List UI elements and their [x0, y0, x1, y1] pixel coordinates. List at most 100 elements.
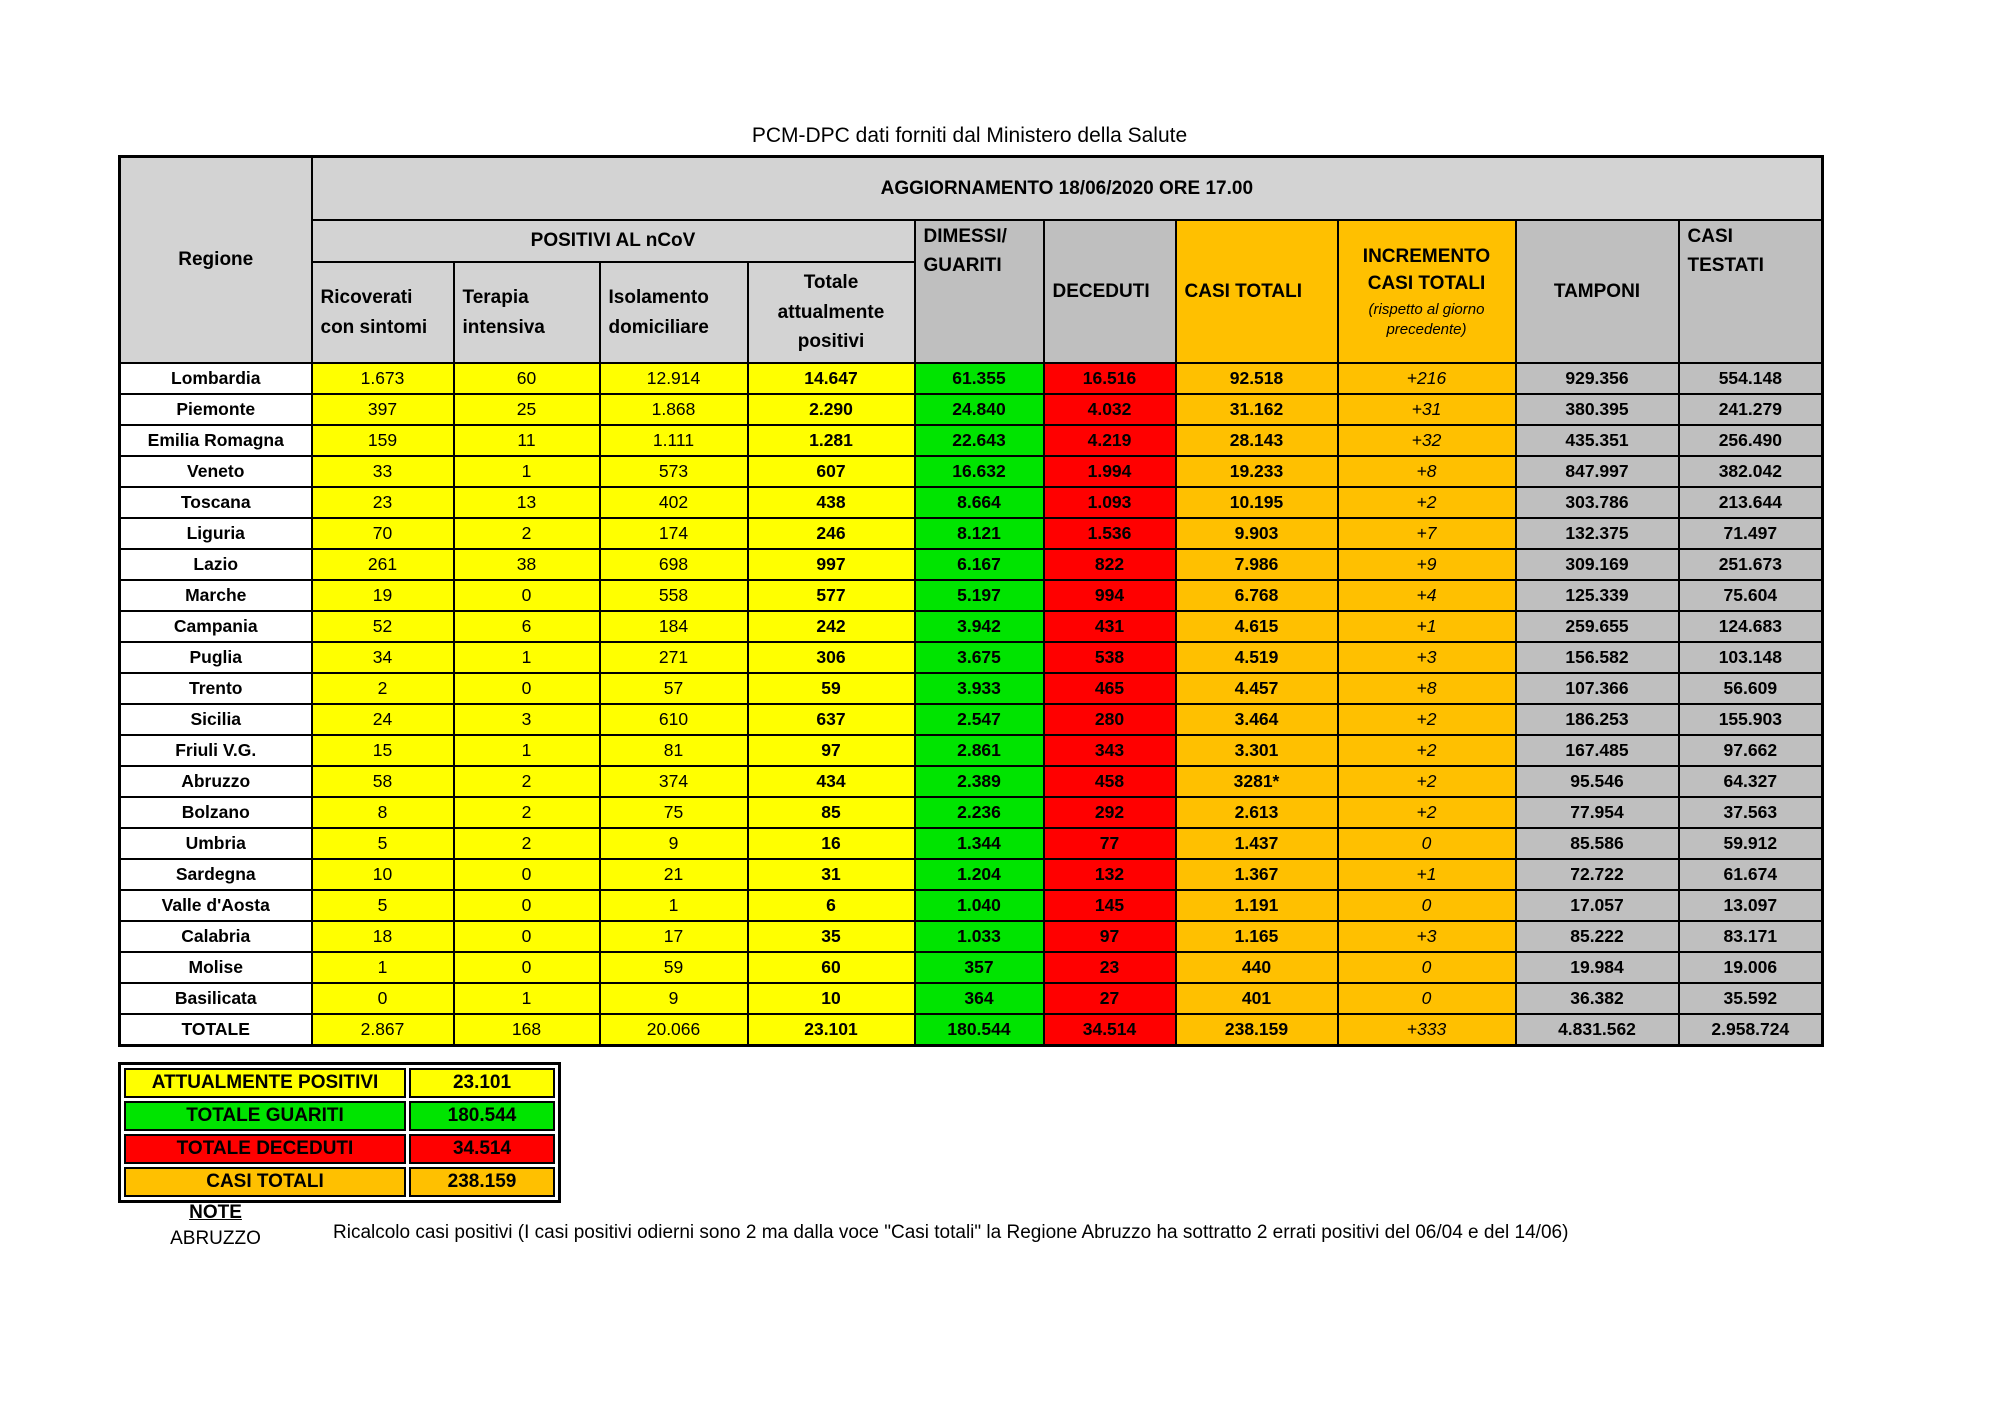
summary-row: ATTUALMENTE POSITIVI 23.101 [124, 1068, 555, 1098]
isolamento-cell: 271 [598, 641, 749, 674]
summary-table-body: ATTUALMENTE POSITIVI 23.101 TOTALE GUARITI… [124, 1068, 555, 1197]
region-row: Umbria 5 2 9 16 1.344 77 1.437 0 85.586 59.912 [118, 827, 1824, 860]
dimessi-guariti-cell: 1.204 [913, 858, 1045, 891]
incremento-cell: +32 [1336, 424, 1517, 457]
dimessi-guariti-cell: 6.167 [913, 548, 1045, 581]
terapia-intensiva-cell: 2 [452, 827, 601, 860]
dimessi-guariti-cell: 357 [913, 951, 1045, 984]
ricoverati-cell: 33 [310, 455, 455, 488]
incremento-cell: 0 [1336, 982, 1517, 1015]
header-row-sub: Ricoverati con sintomi Terapia intensiva… [120, 261, 1823, 364]
deceduti-cell: 97 [1042, 920, 1177, 953]
region-name-cell: Sardegna [118, 858, 313, 891]
region-row: Sicilia 24 3 610 637 2.547 280 3.464 +2 186.253 15… [118, 703, 1824, 736]
incremento-cell: +1 [1336, 610, 1517, 643]
attualmente-positivi-cell: 306 [746, 641, 916, 674]
region-name-cell: Molise [118, 951, 313, 984]
casi-testati-cell: 155.903 [1677, 703, 1824, 736]
ricoverati-cell: 2 [310, 672, 455, 705]
terapia-header: Terapia intensiva [452, 261, 601, 364]
region-row: Bolzano 8 2 75 85 2.236 292 2.613 +2 77.954 37.563 [118, 796, 1824, 829]
incremento-cell: +2 [1336, 765, 1517, 798]
attualmente-positivi-cell: 997 [746, 548, 916, 581]
casi-totali-cell: 3281* [1174, 765, 1339, 798]
casi-testati-cell: 241.279 [1677, 393, 1824, 426]
dimessi-guariti-cell: 364 [913, 982, 1045, 1015]
region-row: Calabria 18 0 17 35 1.033 97 1.165 +3 85.222 83.17… [118, 920, 1824, 953]
tamponi-cell: 167.485 [1514, 734, 1680, 767]
casi-testati-header: CASI TESTATI [1677, 219, 1824, 364]
dimessi-guariti-cell: 2.236 [913, 796, 1045, 829]
summary-value: 180.544 [409, 1101, 555, 1131]
regione-column-header: Regione [118, 155, 313, 364]
region-name-cell: Friuli V.G. [118, 734, 313, 767]
casi-testati-cell: 13.097 [1677, 889, 1824, 922]
casi-totali-cell: 4.457 [1174, 672, 1339, 705]
summary-table: ATTUALMENTE POSITIVI 23.101 TOTALE GUARITI… [118, 1062, 561, 1203]
casi-totali-cell: 238.159 [1174, 1013, 1339, 1047]
incremento-title: INCREMENTO CASI TOTALI [1362, 245, 1491, 295]
region-name-cell: Puglia [118, 641, 313, 674]
region-row: Abruzzo 58 2 374 434 2.389 458 3281* +2 95.546 64.… [118, 765, 1824, 798]
region-row: Lazio 261 38 698 997 6.167 822 7.986 +9 309.169 25… [118, 548, 1824, 581]
casi-testati-cell: 2.958.724 [1677, 1013, 1824, 1047]
incremento-cell: +2 [1336, 486, 1517, 519]
incremento-header: INCREMENTO CASI TOTALI (rispetto al gior… [1336, 219, 1517, 364]
casi-totali-cell: 31.162 [1174, 393, 1339, 426]
region-table-body: Lombardia 1.673 60 12.914 14.647 61.355 16.516… [118, 362, 1824, 1047]
isolamento-cell: 174 [598, 517, 749, 550]
tamponi-cell: 85.586 [1514, 827, 1680, 860]
attualmente-positivi-cell: 434 [746, 765, 916, 798]
ricoverati-cell: 52 [310, 610, 455, 643]
attualmente-positivi-cell: 85 [746, 796, 916, 829]
region-row: Friuli V.G. 15 1 81 97 2.861 343 3.301 +2 167.485… [118, 734, 1824, 767]
tamponi-cell: 380.395 [1514, 393, 1680, 426]
region-name-cell: Sicilia [118, 703, 313, 736]
attualmente-positivi-cell: 246 [746, 517, 916, 550]
casi-totali-cell: 92.518 [1174, 362, 1339, 395]
isolamento-cell: 9 [598, 982, 749, 1015]
tamponi-cell: 19.984 [1514, 951, 1680, 984]
incremento-cell: +3 [1336, 641, 1517, 674]
attualmente-positivi-cell: 97 [746, 734, 916, 767]
region-row: Toscana 23 13 402 438 8.664 1.093 10.195 +2 303.7… [118, 486, 1824, 519]
tamponi-cell: 107.366 [1514, 672, 1680, 705]
casi-testati-cell: 59.912 [1677, 827, 1824, 860]
incremento-cell: 0 [1336, 951, 1517, 984]
incremento-cell: +8 [1336, 672, 1517, 705]
dimessi-guariti-cell: 5.197 [913, 579, 1045, 612]
dimessi-guariti-cell: 8.664 [913, 486, 1045, 519]
summary-label: CASI TOTALI [124, 1167, 406, 1197]
dimessi-guariti-cell: 180.544 [913, 1013, 1045, 1047]
deceduti-cell: 822 [1042, 548, 1177, 581]
deceduti-cell: 431 [1042, 610, 1177, 643]
deceduti-cell: 77 [1042, 827, 1177, 860]
region-name-cell: Trento [118, 672, 313, 705]
casi-totali-cell: 4.519 [1174, 641, 1339, 674]
region-name-cell: Bolzano [118, 796, 313, 829]
region-row: Liguria 70 2 174 246 8.121 1.536 9.903 +7 132.375… [118, 517, 1824, 550]
attualmente-positivi-cell: 242 [746, 610, 916, 643]
casi-totali-cell: 1.191 [1174, 889, 1339, 922]
tamponi-cell: 929.356 [1514, 362, 1680, 395]
deceduti-cell: 1.536 [1042, 517, 1177, 550]
region-name-cell: Piemonte [118, 393, 313, 426]
terapia-intensiva-cell: 60 [452, 362, 601, 395]
ricoverati-cell: 0 [310, 982, 455, 1015]
region-row: Emilia Romagna 159 11 1.111 1.281 22.643 4.219… [118, 424, 1824, 457]
incremento-cell: 0 [1336, 827, 1517, 860]
deceduti-cell: 1.093 [1042, 486, 1177, 519]
region-row: Campania 52 6 184 242 3.942 431 4.615 +1 259.655 1… [118, 610, 1824, 643]
region-row: Molise 1 0 59 60 357 23 440 0 19.984 19.006 [118, 951, 1824, 984]
dimessi-guariti-cell: 2.547 [913, 703, 1045, 736]
ricoverati-cell: 19 [310, 579, 455, 612]
summary-label: TOTALE DECEDUTI [124, 1134, 406, 1164]
ricoverati-cell: 70 [310, 517, 455, 550]
casi-totali-cell: 28.143 [1174, 424, 1339, 457]
terapia-intensiva-cell: 2 [452, 517, 601, 550]
isolamento-cell: 573 [598, 455, 749, 488]
tamponi-cell: 95.546 [1514, 765, 1680, 798]
attualmente-positivi-cell: 607 [746, 455, 916, 488]
incremento-cell: +1 [1336, 858, 1517, 891]
